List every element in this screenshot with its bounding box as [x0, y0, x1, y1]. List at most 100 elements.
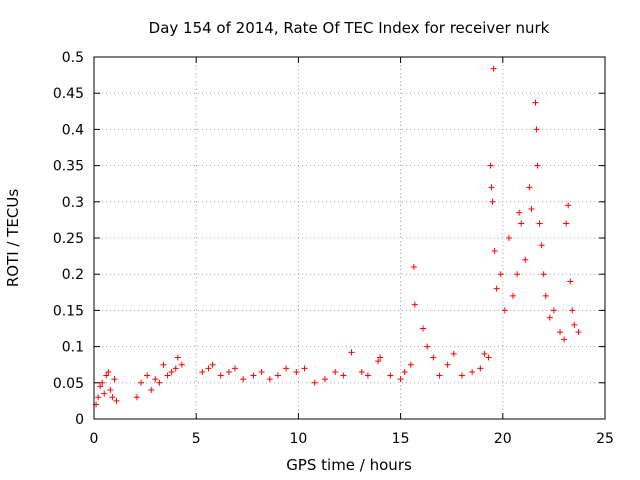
data-point [444, 361, 451, 368]
data-point [538, 242, 545, 249]
data-point [411, 301, 418, 308]
data-point [450, 350, 457, 357]
data-point [540, 271, 547, 278]
data-point [283, 365, 290, 372]
data-point [144, 372, 151, 379]
data-point [497, 271, 504, 278]
data-point [569, 307, 576, 314]
data-point [528, 206, 535, 213]
data-point [534, 162, 541, 169]
data-point [101, 390, 108, 397]
data-point [217, 372, 224, 379]
data-point [485, 354, 492, 361]
data-point [375, 358, 382, 365]
data-point [99, 379, 106, 386]
data-point [536, 220, 543, 227]
data-point [481, 350, 488, 357]
data-point [424, 343, 431, 350]
data-point [205, 365, 212, 372]
data-point [113, 397, 120, 404]
data-point [240, 376, 247, 383]
data-point [109, 394, 116, 401]
data-point [364, 372, 371, 379]
data-point [377, 354, 384, 361]
data-point [397, 376, 404, 383]
data-point [138, 379, 145, 386]
data-point [542, 292, 549, 299]
data-point [387, 372, 394, 379]
data-point [561, 336, 568, 343]
data-point [420, 325, 427, 332]
data-point [430, 354, 437, 361]
x-tick-label: 5 [192, 431, 201, 447]
data-point [505, 235, 512, 241]
data-point [225, 368, 232, 375]
data-point [160, 361, 167, 368]
data-point [469, 368, 476, 375]
data-point [489, 198, 496, 205]
x-tick-label: 0 [90, 431, 99, 447]
data-point [510, 292, 517, 299]
data-point [174, 354, 181, 361]
data-point [340, 372, 347, 379]
data-point [111, 376, 118, 383]
data-point [164, 372, 171, 379]
y-tick-label: 0.4 [62, 122, 84, 138]
y-tick-label: 0.45 [53, 86, 84, 102]
data-point [487, 162, 494, 169]
data-point [107, 387, 114, 394]
x-tick-label: 10 [289, 431, 307, 447]
data-point [526, 184, 533, 191]
y-axis-title: ROTI / TECUs [4, 189, 22, 287]
y-tick-label: 0.15 [53, 303, 84, 319]
data-point [514, 271, 521, 278]
data-point [348, 349, 355, 356]
data-points [93, 65, 582, 408]
data-point [209, 361, 216, 368]
data-point [321, 376, 328, 383]
x-tick-label: 20 [494, 431, 512, 447]
data-point [436, 372, 443, 379]
data-point [105, 368, 112, 375]
data-point [522, 256, 529, 263]
y-tick-label: 0.05 [53, 376, 84, 392]
data-point [567, 278, 574, 285]
y-tick-label: 0.5 [62, 50, 84, 66]
data-point [518, 220, 525, 227]
data-point [332, 368, 339, 375]
data-point [266, 376, 273, 383]
data-point [301, 365, 308, 372]
data-point [152, 376, 159, 383]
data-point [490, 65, 497, 72]
data-point [493, 285, 500, 292]
axis-ticks: 0 0.05 0.1 0.15 0.2 0.25 0.3 0.35 0.4 0.45 0.5 0 5 10… [53, 50, 614, 447]
data-point [488, 184, 495, 191]
data-point [563, 220, 570, 227]
data-point [546, 314, 553, 321]
data-point [156, 379, 163, 386]
data-point [401, 368, 408, 375]
data-point [103, 372, 110, 379]
x-tick-label: 15 [392, 431, 410, 447]
data-point [274, 372, 281, 379]
y-tick-label: 0 [75, 412, 84, 428]
data-point [199, 368, 206, 375]
data-point [516, 209, 523, 216]
y-tick-label: 0.1 [62, 340, 84, 356]
data-point [133, 394, 140, 401]
data-point [477, 365, 484, 372]
grid-lines [94, 57, 605, 419]
data-point [148, 387, 155, 394]
plot-frame [93, 56, 606, 420]
x-axis-title: GPS time / hours [286, 456, 412, 474]
data-point [533, 126, 540, 133]
data-point [407, 361, 414, 368]
data-point [178, 361, 185, 368]
data-point [293, 368, 300, 375]
y-tick-label: 0.3 [62, 195, 84, 211]
data-point [532, 99, 539, 106]
data-point [458, 372, 465, 379]
data-point [575, 329, 582, 336]
data-point [172, 365, 179, 372]
